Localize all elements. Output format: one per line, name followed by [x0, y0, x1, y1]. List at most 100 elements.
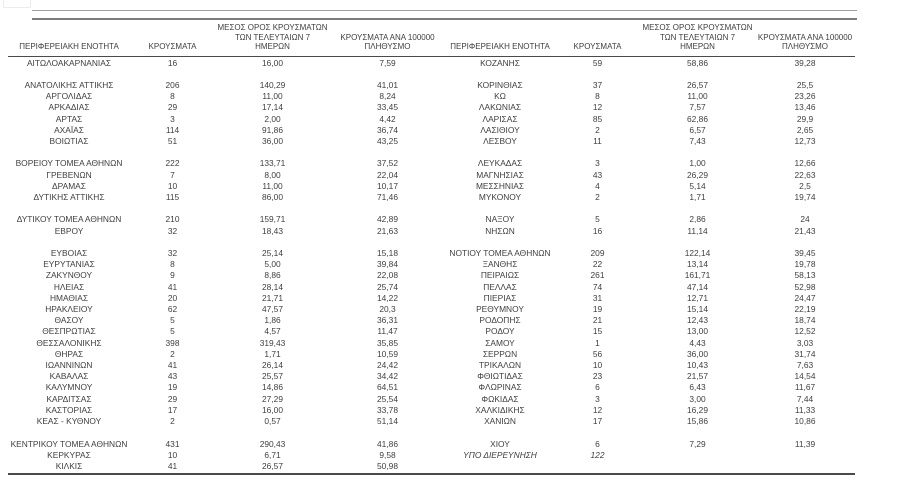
table-gap-row	[8, 237, 855, 248]
right-per100k-cell: 22,19	[794, 304, 816, 315]
left-cases-cell: 19	[167, 382, 178, 393]
right-cases-cell: 10	[592, 360, 603, 371]
left-per100k-cell: 42,89	[377, 214, 398, 225]
left-avg7-cell: 36,00	[262, 136, 283, 147]
left-cases-cell: 20	[167, 292, 178, 303]
left-per100k-cell: 41,86	[377, 438, 398, 449]
left-per100k-cell: 41,01	[377, 80, 398, 90]
right-cases-cell: 56	[592, 348, 603, 359]
left-avg7-cell: 18,43	[262, 225, 283, 236]
table-row: ΒΟΙΩΤΙΑΣ 51 36,00 43,25 ΛΕΣΒΟΥ 11 7,43 12,73	[8, 136, 855, 147]
left-cases-cell: 16	[167, 57, 178, 68]
right-per100k-cell: 24,47	[794, 292, 816, 303]
left-avg7-cell: 1,71	[264, 348, 281, 359]
right-cases-cell: 37	[592, 80, 603, 90]
right-region-cell: ΜΥΚΟΝΟΥ	[478, 192, 522, 203]
left-region-cell: ΒΟΙΩΤΙΑΣ	[49, 136, 89, 147]
right-avg7-cell: 58,86	[687, 57, 708, 68]
left-per100k-cell: 24,42	[377, 360, 398, 371]
table-row: ΚΑΣΤΟΡΙΑΣ 17 16,00 33,78 ΧΑΛΚΙΔΙΚΗΣ 12 16,29 11…	[8, 405, 855, 416]
bottom-rule	[8, 472, 855, 475]
right-cases-cell: 74	[592, 281, 603, 292]
right-region-cell: ΠΕΛΛΑΣ	[483, 281, 517, 292]
left-cases-cell: 2	[170, 416, 175, 427]
table-header-row: ΠΕΡΙΦΕΡΕΙΑΚΗ ΕΝΟΤΗΤΑ ΚΡΟΥΣΜΑΤΑ ΜΕΣΟΣ ΟΡΟ…	[8, 20, 855, 54]
left-region-cell: ΔΥΤΙΚΗΣ ΑΤΤΙΚΗΣ	[33, 192, 105, 203]
table-row: ΒΟΡΕΙΟΥ ΤΟΜΕΑ ΑΘΗΝΩΝ 222 133,71 37,52 ΛΕΥΚΑΔ…	[8, 158, 855, 169]
right-region-cell: ΛΑΚΩΝΙΑΣ	[478, 102, 522, 113]
table-gap-row	[8, 147, 855, 158]
right-cases-cell: 2	[595, 124, 600, 135]
right-region-cell: ΛΕΥΚΑΔΑΣ	[477, 158, 523, 169]
right-cases-cell: 22	[592, 259, 603, 270]
left-region-cell: ΙΩΑΝΝΙΝΩΝ	[45, 360, 93, 371]
left-avg7-cell: 26,14	[262, 360, 283, 371]
right-per100k-cell: 19,74	[794, 192, 816, 203]
left-per100k-cell: 15,18	[377, 248, 398, 259]
left-per100k-cell: 34,42	[377, 371, 398, 382]
left-avg7-cell: 14,86	[262, 382, 283, 393]
header-region-right: ΠΕΡΙΦΕΡΕΙΑΚΗ ΕΝΟΤΗΤΑ	[450, 42, 550, 52]
right-avg7-cell: 6,57	[689, 124, 706, 135]
left-avg7-cell: 2,00	[264, 113, 281, 124]
table-row: ΑΝΑΤΟΛΙΚΗΣ ΑΤΤΙΚΗΣ 206 140,29 41,01 ΚΟΡΙΝΘΙΑ…	[8, 80, 855, 91]
left-cases-cell: 9	[170, 270, 175, 281]
right-avg7-cell: 26,29	[687, 169, 708, 180]
left-per100k-cell: 64,51	[377, 382, 398, 393]
right-region-cell: ΦΘΙΩΤΙΔΑΣ	[477, 371, 523, 382]
left-cases-cell: 62	[167, 304, 178, 315]
right-cases-cell: 85	[592, 113, 603, 124]
right-cases-cell: 11	[593, 136, 602, 147]
right-cases-cell: 6	[595, 382, 600, 393]
right-per100k-cell: 24	[800, 214, 810, 225]
left-region-cell: ΚΕΑΣ - ΚΥΘΝΟΥ	[36, 416, 102, 427]
left-per100k-cell: 7,59	[379, 57, 396, 68]
right-per100k-cell: 2,65	[796, 124, 814, 135]
right-region-cell: ΚΟΡΙΝΘΙΑΣ	[477, 80, 523, 90]
left-cases-cell: 222	[165, 158, 180, 169]
table-row: ΑΙΤΩΛΟΑΚΑΡΝΑΝΙΑΣ 16 16,00 7,59 ΚΟΖΑΝΗΣ 59 58,8…	[8, 58, 855, 69]
table-row: ΗΛΕΙΑΣ 41 28,14 25,74 ΠΕΛΛΑΣ 74 47,14 52,98	[8, 282, 855, 293]
right-cases-cell: 3	[595, 158, 600, 169]
right-per100k-cell: 22,63	[794, 169, 816, 180]
left-avg7-cell: 140,29	[259, 80, 286, 90]
right-region-cell: ΧΑΝΙΩΝ	[484, 416, 516, 427]
right-per100k-cell: 11,67	[794, 382, 816, 393]
right-avg7-cell: 161,71	[684, 270, 711, 281]
right-region-cell: ΣΕΡΡΩΝ	[482, 348, 518, 359]
left-avg7-cell: 86,00	[262, 192, 283, 203]
table-row: ΚΕΝΤΡΙΚΟΥ ΤΟΜΕΑ ΑΘΗΝΩΝ 431 290,43 41,86 ΧΙΟΥ…	[8, 438, 855, 449]
right-avg7-cell: 7,57	[689, 102, 706, 113]
right-avg7-cell: 26,57	[687, 80, 708, 90]
left-cases-cell: 41	[167, 460, 178, 471]
left-cases-cell: 17	[167, 404, 178, 415]
left-avg7-cell: 4,57	[264, 326, 281, 337]
left-region-cell: ΕΥΡΥΤΑΝΙΑΣ	[43, 259, 95, 270]
right-region-cell: ΛΕΣΒΟΥ	[483, 136, 517, 147]
header-cases-left: ΚΡΟΥΣΜΑΤΑ	[148, 42, 197, 52]
right-avg7-cell: 21,57	[687, 371, 708, 382]
left-avg7-cell: 290,43	[259, 438, 286, 449]
left-per100k-cell: 50,98	[377, 460, 398, 471]
table-row: ΚΕΡΚΥΡΑΣ 10 6,71 9,58 ΥΠΟ ΔΙΕΡΕΥΝΗΣΗ 122	[8, 450, 855, 461]
right-cases-cell: 12	[592, 404, 603, 415]
left-region-cell: ΑΙΤΩΛΟΑΚΑΡΝΑΝΙΑΣ	[26, 57, 112, 68]
table-row: ΑΡΚΑΔΙΑΣ 29 17,14 33,45 ΛΑΚΩΝΙΑΣ 12 7,57 13,46	[8, 102, 855, 113]
right-per100k-cell: 31,74	[794, 348, 816, 359]
left-avg7-cell: 16,00	[262, 404, 283, 415]
right-avg7-cell: 15,14	[687, 304, 708, 315]
left-cases-cell: 210	[165, 214, 180, 225]
left-avg7-cell: 11,00	[262, 91, 283, 102]
left-avg7-cell: 6,71	[264, 449, 281, 460]
left-avg7-cell: 8,86	[264, 270, 281, 281]
right-per100k-cell: 13,46	[794, 102, 816, 113]
left-per100k-cell: 11,47	[377, 326, 398, 337]
left-per100k-cell: 35,85	[377, 337, 398, 348]
right-avg7-cell: 15,86	[687, 416, 708, 427]
left-avg7-cell: 25,14	[262, 248, 283, 259]
left-region-cell: ΑΡΚΑΔΙΑΣ	[48, 102, 90, 113]
table-row: ΘΗΡΑΣ 2 1,71 10,59 ΣΕΡΡΩΝ 56 36,00 31,74	[8, 349, 855, 360]
right-cases-cell: 5	[595, 214, 600, 225]
right-cases-cell: 31	[592, 292, 603, 303]
left-per100k-cell: 20,3	[379, 304, 396, 315]
